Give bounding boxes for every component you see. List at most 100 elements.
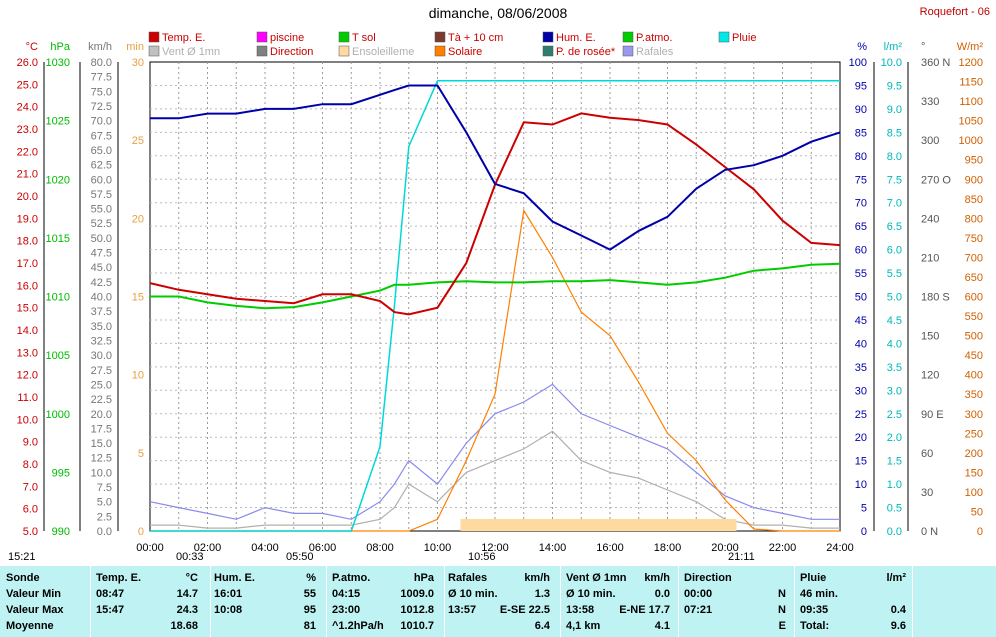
wind-tick-label: 40.0 [91, 292, 112, 304]
press-axis-unit: hPa [50, 41, 70, 53]
table-header: Pluie [800, 572, 827, 584]
solar-tick-label: 650 [965, 272, 983, 284]
table-cell: 1010.7 [400, 620, 434, 632]
wind-tick-label: 2.5 [97, 511, 112, 523]
wind-tick-label: 75.0 [91, 86, 112, 98]
temp-tick-label: 7.0 [23, 481, 38, 493]
table-cell: 14.7 [176, 588, 198, 600]
temp-tick-label: 21.0 [17, 169, 38, 181]
table-divider [794, 566, 795, 637]
hum-tick-label: 50 [855, 292, 867, 304]
summary-table: Sonde Temp. E. °C Hum. E.% P.atmo. hPa Rafales… [0, 566, 996, 637]
rain-tick-label: 1.0 [887, 479, 902, 491]
wind-tick-label: 30.0 [91, 350, 112, 362]
table-cell: 15:47 [96, 604, 125, 616]
weather-chart: °C 26.0 25.0 24.0 23.0 22.0 21.0 20.0 19.0 18.0 17… [8, 31, 984, 563]
rain-tick-label: 7.5 [887, 174, 902, 186]
temp-tick-label: 12.0 [17, 370, 38, 382]
table-cell: 24.3 [176, 604, 198, 616]
table-header: % [306, 572, 316, 584]
temp-tick-label: 23.0 [17, 124, 38, 136]
temp-tick-label: 17.0 [17, 258, 38, 270]
legend-swatch [622, 45, 634, 57]
solar-tick-label: 800 [965, 213, 983, 225]
rain-tick-label: 1.5 [887, 456, 902, 468]
rain-axis-unit: l/m² [884, 41, 903, 53]
wind-tick-label: 25.0 [91, 379, 112, 391]
hum-tick-label: 20 [855, 432, 867, 444]
hum-tick-label: 25 [855, 409, 867, 421]
wind-tick-label: 27.5 [91, 365, 112, 377]
min-tick-label: 25 [132, 135, 144, 147]
solar-tick-label: 600 [965, 292, 983, 304]
legend-label: Pluie [732, 32, 756, 44]
press-tick-label: 1025 [46, 116, 70, 128]
wind-tick-label: 62.5 [91, 160, 112, 172]
solar-tick-label: 350 [965, 389, 983, 401]
rain-tick-label: 4.5 [887, 315, 902, 327]
solar-tick-label: 900 [965, 174, 983, 186]
wind-axis-unit: km/h [88, 41, 112, 53]
temp-axis-unit: °C [26, 41, 38, 53]
wind-tick-label: 12.5 [91, 453, 112, 465]
rain-tick-label: 9.0 [887, 104, 902, 116]
solar-tick-label: 450 [965, 350, 983, 362]
wind-tick-label: 60.0 [91, 174, 112, 186]
table-header: °C [185, 572, 198, 584]
temp-tick-label: 25.0 [17, 79, 38, 91]
table-cell: 10:08 [214, 604, 243, 616]
table-divider [444, 566, 445, 637]
table-header: km/h [524, 572, 550, 584]
solar-tick-label: 100 [965, 487, 983, 499]
min-tick-label: 30 [132, 57, 144, 69]
hum-tick-label: 15 [855, 456, 867, 468]
hum-tick-label: 0 [861, 526, 867, 538]
time-tick-label: 04:00 [251, 542, 279, 554]
hum-tick-label: 45 [855, 315, 867, 327]
solar-axis-unit: W/m² [957, 41, 984, 53]
time-tick-label: 12:00 [481, 542, 509, 554]
legend-label: Solaire [448, 46, 482, 58]
wind-tick-label: 5.0 [97, 497, 112, 509]
legend-label: Temp. E. [162, 32, 205, 44]
table-header: Sonde [6, 572, 40, 584]
min-tick-label: 0 [138, 526, 144, 538]
table-header: km/h [644, 572, 670, 584]
table-cell: 04:15 [332, 588, 361, 600]
solar-tick-label: 550 [965, 311, 983, 323]
dir-tick-label: 60 [921, 448, 933, 460]
hum-tick-label: 10 [855, 479, 867, 491]
dir-tick-label: 240 [921, 213, 939, 225]
series-line-p-atmo- [150, 262, 841, 310]
press-tick-label: 1015 [46, 233, 70, 245]
rain-tick-label: 8.0 [887, 151, 902, 163]
rain-tick-label: 0.5 [887, 503, 902, 515]
time-tick-label: 24:00 [826, 542, 854, 554]
wind-tick-label: 42.5 [91, 277, 112, 289]
temp-tick-label: 18.0 [17, 236, 38, 248]
wind-tick-label: 57.5 [91, 189, 112, 201]
table-cell: E-NE 17.7 [619, 604, 670, 616]
legend-label: Ensoleilleme [352, 46, 414, 58]
dir-tick-label: 0 N [921, 526, 938, 538]
table-cell: 13:58 [566, 604, 595, 616]
temp-tick-label: 19.0 [17, 213, 38, 225]
temp-tick-label: 22.0 [17, 146, 38, 158]
table-header: Vent Ø 1mn [566, 572, 627, 584]
wind-tick-label: 20.0 [91, 409, 112, 421]
wind-tick-label: 32.5 [91, 335, 112, 347]
legend-swatch [256, 31, 268, 43]
legend-label: Tà + 10 cm [448, 32, 503, 44]
solar-tick-label: 200 [965, 448, 983, 460]
min-tick-label: 10 [132, 370, 144, 382]
legend-label: P. de rosée* [556, 46, 616, 58]
table-cell: 08:47 [96, 588, 125, 600]
table-cell: 4.1 [654, 620, 670, 632]
rain-tick-label: 5.5 [887, 268, 902, 280]
solar-tick-label: 1200 [959, 57, 983, 69]
table-cell: 1.3 [534, 588, 550, 600]
wind-tick-label: 80.0 [91, 57, 112, 69]
table-header: Rafales [448, 572, 488, 584]
temp-tick-label: 20.0 [17, 191, 38, 203]
table-row-label: Moyenne [6, 620, 54, 632]
